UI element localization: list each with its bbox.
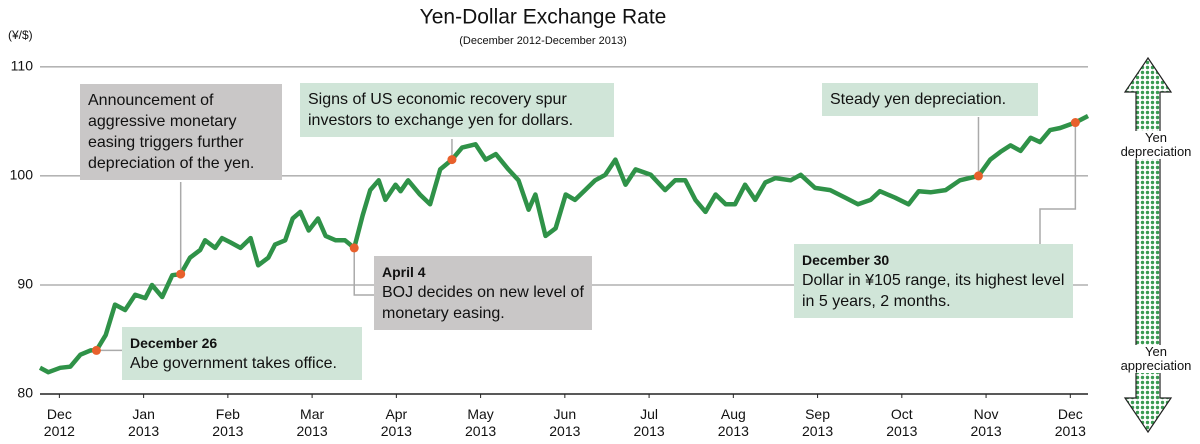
x-tick-label: May 2013 <box>465 406 497 439</box>
side-label-bottom: Yen appreciation <box>1114 345 1198 373</box>
annotation-point <box>973 171 983 181</box>
annotation-text: Dollar in ¥105 range, its highest level … <box>802 272 1065 310</box>
annotation-text: BOJ decides on new level of monetary eas… <box>382 284 584 322</box>
x-tick-label: Mar 2013 <box>296 406 328 439</box>
y-unit: (¥/$) <box>8 28 33 42</box>
annotation-box: April 4 BOJ decides on new level of monet… <box>374 256 592 330</box>
annotation-box: Signs of US economic recovery spur inves… <box>300 83 614 137</box>
annotation-title: December 26 <box>130 335 218 351</box>
annotation-point <box>349 243 359 253</box>
x-tick-label: Jan 2013 <box>128 406 160 439</box>
series-line <box>38 114 1090 375</box>
x-tick-label: Aug 2013 <box>717 406 749 439</box>
y-tick-label: 110 <box>11 58 34 74</box>
x-tick-label: Dec 2013 <box>1054 406 1086 439</box>
annotation-box: Announcement of aggressive monetary easi… <box>80 84 282 180</box>
annotation-point <box>1070 118 1080 128</box>
annotation-text: Abe government takes office. <box>130 355 337 372</box>
x-tick-label: Nov 2013 <box>970 406 1002 439</box>
x-tick-label: Sep 2013 <box>801 406 834 439</box>
leader-line <box>1039 122 1077 244</box>
leader-line <box>353 247 374 296</box>
y-tick-label: 90 <box>17 276 33 292</box>
annotation-text: Signs of US economic recovery spur inves… <box>308 91 574 129</box>
annotation-box: Steady yen depreciation. <box>822 83 1038 116</box>
side-label-top: Yen depreciation <box>1114 131 1198 159</box>
annotation-text: Announcement of aggressive monetary easi… <box>88 92 255 172</box>
annotation-title: April 4 <box>382 264 426 280</box>
x-tick-label: Jul 2013 <box>633 406 665 439</box>
x-tick-label: Jun 2013 <box>549 406 581 439</box>
x-tick-label: Feb 2013 <box>212 406 244 439</box>
annotation-point <box>176 269 186 279</box>
annotation-box: December 26 Abe government takes office. <box>122 327 362 380</box>
chart-title: Yen-Dollar Exchange Rate <box>420 6 667 29</box>
annotation-box: December 30 Dollar in ¥105 range, its hig… <box>794 244 1073 318</box>
direction-arrow <box>1123 56 1173 434</box>
annotation-point <box>91 345 101 355</box>
x-tick-label: Oct 2013 <box>886 406 918 439</box>
annotation-point <box>447 155 457 165</box>
annotation-text: Steady yen depreciation. <box>830 91 1007 108</box>
x-tick-label: Apr 2013 <box>380 406 412 439</box>
x-tick-label: Dec 2012 <box>43 406 75 439</box>
y-tick-label: 80 <box>17 385 33 401</box>
chart-subtitle: (December 2012-December 2013) <box>459 35 627 47</box>
annotation-title: December 30 <box>802 252 890 268</box>
y-tick-label: 100 <box>10 167 34 183</box>
